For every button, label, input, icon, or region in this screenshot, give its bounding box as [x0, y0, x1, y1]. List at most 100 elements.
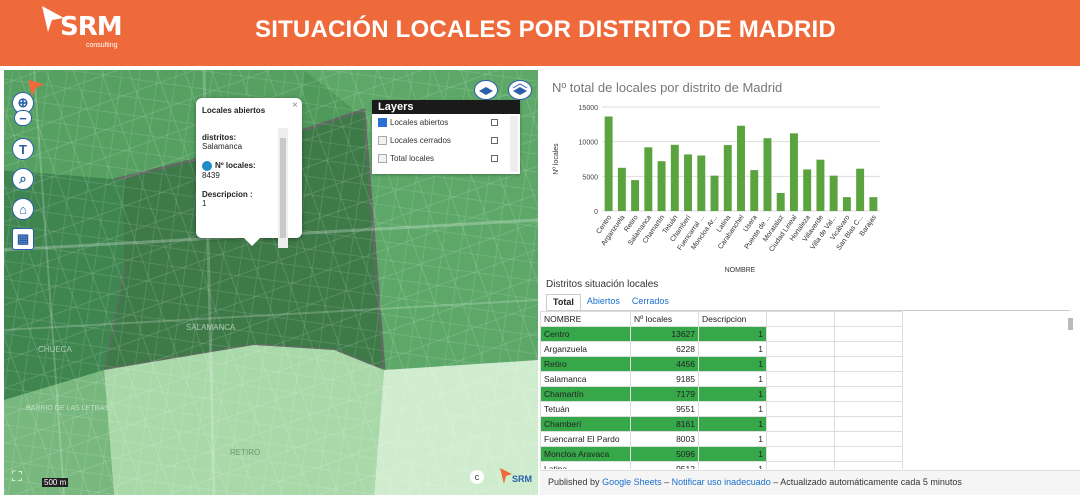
column-header[interactable]: Descripcion — [698, 311, 767, 327]
zoom-button[interactable]: − — [14, 110, 32, 126]
map-label-salamanca: SALAMANCA — [186, 323, 236, 332]
table-scrollbar[interactable] — [1068, 318, 1073, 330]
table-row[interactable]: Moncloa Aravaca 5096 1 — [540, 446, 903, 462]
bar — [684, 154, 693, 211]
table-cell: Salamanca — [540, 371, 631, 387]
basemap-button-2[interactable] — [508, 80, 532, 100]
layer-checkbox[interactable] — [378, 118, 387, 128]
table-row[interactable]: Chamartín 7179 1 — [540, 386, 903, 402]
copyright-icon[interactable]: c — [470, 470, 484, 484]
bar — [869, 197, 878, 211]
bar — [842, 197, 851, 211]
table-cell: 1 — [698, 326, 767, 342]
page-title: SITUACIÓN LOCALES POR DISTRITO DE MADRID — [255, 16, 836, 43]
table-cell: 9512 — [630, 461, 699, 469]
empty-cell — [766, 371, 835, 387]
table-cell: 6228 — [630, 341, 699, 357]
popup-title: Locales abiertos — [202, 106, 266, 115]
map-view[interactable]: SALAMANCA CHUECA BARRIO DE LAS LETRAS RE… — [4, 70, 538, 495]
popup-field-label: Descripcion : — [202, 190, 253, 199]
column-header[interactable]: Nº locales — [630, 311, 699, 327]
search-button[interactable]: ⌕ — [12, 168, 34, 190]
edit-icon[interactable] — [202, 161, 212, 171]
footer-suffix: – Actualizado automáticamente cada 5 min… — [773, 477, 962, 487]
table-row[interactable]: Fuencarral El Pardo 8003 1 — [540, 431, 903, 447]
table-row[interactable]: Tetuán 9551 1 — [540, 401, 903, 417]
table-cell: Arganzuela — [540, 341, 631, 357]
empty-cell — [834, 386, 903, 402]
footer-prefix: Published by — [548, 477, 600, 487]
popup-field-value: 8439 — [202, 171, 220, 180]
popup-close-button[interactable]: × — [292, 100, 298, 111]
column-header[interactable]: NOMBRE — [540, 311, 631, 327]
layers-scrollbar[interactable] — [510, 116, 518, 172]
fullscreen-icon: ⛶ — [12, 468, 22, 484]
table-cell: Moncloa Aravaca — [540, 446, 631, 462]
empty-cell — [766, 431, 835, 447]
fullscreen-button[interactable]: ⛶ — [12, 468, 32, 488]
text-tool-button[interactable]: T — [12, 138, 34, 160]
table-row[interactable]: Latina 9512 1 — [540, 461, 903, 469]
logo-swoosh-icon — [42, 6, 64, 32]
layer-checkbox[interactable] — [378, 136, 387, 146]
empty-cell — [834, 356, 903, 372]
y-tick-label: 15000 — [579, 105, 599, 112]
layer-item[interactable]: Locales abiertos — [372, 114, 520, 132]
basemap-button-1[interactable] — [474, 80, 498, 100]
map-label-chueca: CHUECA — [38, 345, 72, 354]
tab-divider — [546, 310, 1070, 311]
logo-swoosh-icon — [500, 468, 512, 484]
y-tick-label: 5000 — [582, 174, 598, 181]
table-cell: 1 — [698, 431, 767, 447]
bar — [723, 145, 732, 211]
empty-cell — [766, 446, 835, 462]
y-tick-label: 0 — [594, 209, 598, 216]
bar — [697, 155, 706, 211]
popup-scrollbar-thumb[interactable] — [280, 138, 286, 238]
empty-cell — [766, 341, 835, 357]
tab-cerrados[interactable]: Cerrados — [631, 296, 669, 306]
layer-item[interactable]: Total locales — [372, 150, 520, 168]
empty-cell — [766, 311, 835, 327]
layer-options-icon[interactable] — [491, 119, 498, 126]
layers-stack-icon — [479, 87, 493, 95]
table-cell: 1 — [698, 371, 767, 387]
google-sheets-link[interactable]: Google Sheets — [602, 477, 662, 487]
empty-cell — [766, 401, 835, 417]
layer-options-icon[interactable] — [491, 137, 498, 144]
empty-cell — [834, 401, 903, 417]
bar-chart: 050001000015000CentroArganzuelaRetiroSal… — [553, 105, 880, 274]
bar — [617, 167, 626, 211]
table-cell: 1 — [698, 446, 767, 462]
zoom-icon: − — [19, 110, 27, 126]
bar — [604, 116, 613, 211]
table-body: Centro 13627 1 Arganzuela 6228 1 Retiro 4456 1 Sa… — [540, 326, 903, 469]
home-button[interactable]: ⌂ — [12, 198, 34, 220]
tab-total[interactable]: Total — [546, 294, 581, 310]
table-cell: 1 — [698, 341, 767, 357]
table-row[interactable]: Chamberí 8161 1 — [540, 416, 903, 432]
feature-popup: × Locales abiertos distritos: Salamanca … — [196, 98, 302, 248]
grid-button[interactable]: ▦ — [12, 228, 34, 250]
locate-icon: ⊕ — [17, 95, 29, 110]
layer-options-icon[interactable] — [491, 155, 498, 162]
layer-item[interactable]: Locales cerrados — [372, 132, 520, 150]
report-abuse-link[interactable]: Notificar uso inadecuado — [671, 477, 771, 487]
bar — [803, 169, 812, 211]
table-row[interactable]: Retiro 4456 1 — [540, 356, 903, 372]
layer-checkbox[interactable] — [378, 154, 387, 164]
layer-label: Locales cerrados — [390, 136, 451, 145]
bar — [763, 138, 772, 211]
table-cell: 8003 — [630, 431, 699, 447]
bar — [789, 133, 798, 211]
empty-cell — [834, 461, 903, 469]
grid-icon: ▦ — [16, 231, 30, 246]
table-row[interactable]: Arganzuela 6228 1 — [540, 341, 903, 357]
table-row[interactable]: Salamanca 9185 1 — [540, 371, 903, 387]
table-cell: Chamartín — [540, 386, 631, 402]
empty-cell — [766, 416, 835, 432]
table-row[interactable]: Centro 13627 1 — [540, 326, 903, 342]
empty-cell — [834, 341, 903, 357]
tab-abiertos[interactable]: Abiertos — [586, 296, 620, 306]
layers-stack-icon — [512, 83, 528, 95]
